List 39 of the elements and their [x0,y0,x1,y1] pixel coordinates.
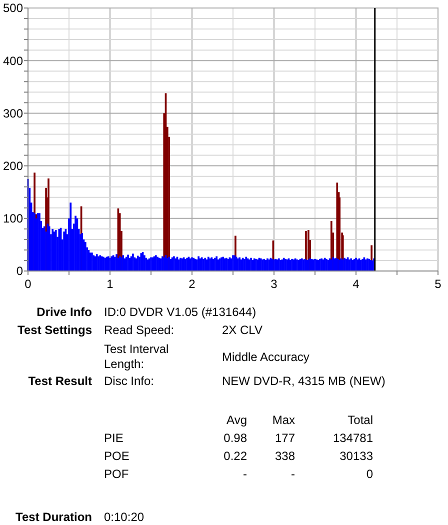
text: Disc Info: [104,374,154,388]
text: Max [272,413,295,427]
x-tick-label: 2 [188,277,196,291]
x-tick-label: 0 [24,277,32,291]
text: 134781 [332,431,374,445]
y-tick-label: 100 [2,212,24,226]
y-tick-label: 0 [16,264,24,278]
text: 2X CLV [222,323,262,337]
text: 177 [274,431,296,445]
text: Test Interval Length: [104,342,169,371]
text: 0.98 [224,431,248,445]
y-tick-label: 300 [2,106,24,120]
y-tick-label: 200 [2,159,24,173]
text: 338 [274,449,296,463]
text: Test Duration [16,510,92,524]
text: Middle Accuracy [222,350,310,364]
x-tick-label: 5 [434,277,442,291]
x-tick-label: 1 [106,277,114,291]
text: 0.22 [224,449,248,463]
text: Test Result [28,374,92,388]
text: ID:0 DVDR V1.05 (#131644) [104,305,256,319]
x-tick-label: 3 [270,277,278,291]
y-tick-label: 400 [2,54,24,68]
text: 30133 [340,449,374,463]
text: Test Settings [18,323,92,337]
text: Drive Info [36,305,92,319]
text: NEW DVD-R, 4315 MB (NEW) [222,374,386,388]
text: - [243,467,247,481]
text: - [291,467,295,481]
y-tick-label: 500 [2,1,24,16]
text: Total [348,413,373,427]
text: POF [104,467,129,481]
text: 0 [366,467,374,481]
text: 0:10:20 [104,510,144,524]
text: POE [104,449,130,463]
text: PIE [104,431,124,445]
x-tick-label: 4 [352,277,360,291]
text: Avg [226,413,247,427]
text: Read Speed: [104,323,174,337]
